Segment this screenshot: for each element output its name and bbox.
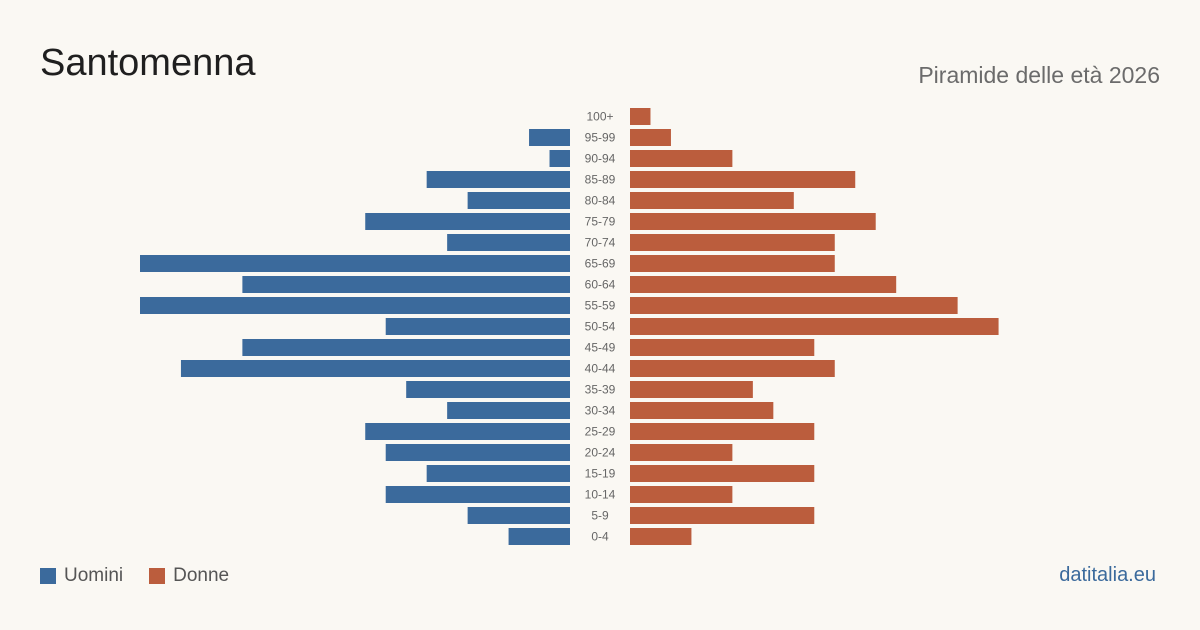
age-label-35-39: 35-39	[585, 383, 616, 397]
bar-men-60-64	[242, 276, 570, 293]
age-label-20-24: 20-24	[585, 446, 616, 460]
bar-women-90-94	[630, 150, 733, 167]
age-label-85-89: 85-89	[585, 173, 616, 187]
age-label-70-74: 70-74	[585, 236, 616, 250]
legend-label-men: Uomini	[64, 565, 124, 586]
legend-swatch-women	[149, 568, 166, 584]
bar-women-35-39	[630, 381, 753, 398]
age-label-100plus: 100+	[586, 110, 613, 124]
age-label-80-84: 80-84	[585, 194, 616, 208]
legend-item-women: Donne	[149, 565, 229, 587]
bar-women-20-24	[630, 444, 733, 461]
bar-men-25-29	[365, 423, 570, 440]
bar-women-10-14	[630, 486, 733, 503]
age-label-25-29: 25-29	[585, 425, 616, 439]
bar-men-30-34	[447, 402, 570, 419]
bar-men-5-9	[467, 507, 570, 524]
bar-men-50-54	[385, 318, 570, 335]
legend-item-men: Uomini	[40, 565, 123, 587]
age-label-90-94: 90-94	[585, 152, 616, 166]
bar-women-55-59	[630, 297, 958, 314]
age-label-40-44: 40-44	[585, 362, 616, 376]
bar-men-20-24	[385, 444, 570, 461]
bar-women-15-19	[630, 465, 815, 482]
page-title: Santomenna	[40, 42, 256, 84]
age-label-30-34: 30-34	[585, 404, 616, 418]
bar-women-65-69	[630, 255, 835, 272]
bar-women-75-79	[630, 213, 876, 230]
bar-women-30-34	[630, 402, 774, 419]
bar-men-80-84	[467, 192, 570, 209]
bar-men-90-94	[549, 150, 570, 167]
bar-women-25-29	[630, 423, 815, 440]
age-label-95-99: 95-99	[585, 131, 616, 145]
age-label-60-64: 60-64	[585, 278, 616, 292]
bar-women-70-74	[630, 234, 835, 251]
bar-men-85-89	[426, 171, 570, 188]
legend-swatch-men	[40, 568, 56, 584]
legend: Uomini Donne	[40, 565, 229, 587]
bar-men-70-74	[447, 234, 570, 251]
bar-women-95-99	[630, 129, 671, 146]
bar-women-45-49	[630, 339, 815, 356]
bar-men-10-14	[385, 486, 570, 503]
bar-women-50-54	[630, 318, 999, 335]
bar-women-5-9	[630, 507, 815, 524]
bar-women-80-84	[630, 192, 794, 209]
age-label-50-54: 50-54	[585, 320, 616, 334]
bar-women-60-64	[630, 276, 897, 293]
bar-men-0-4	[508, 528, 570, 545]
age-label-55-59: 55-59	[585, 299, 616, 313]
bar-women-85-89	[630, 171, 856, 188]
age-label-15-19: 15-19	[585, 467, 616, 481]
bar-women-0-4	[630, 528, 692, 545]
site-link[interactable]: datitalia.eu	[1059, 564, 1156, 586]
bar-men-45-49	[242, 339, 570, 356]
age-label-0-4: 0-4	[591, 530, 609, 544]
bar-men-40-44	[180, 360, 570, 377]
legend-label-women: Donne	[173, 565, 230, 586]
bar-women-100plus	[630, 108, 651, 125]
age-label-75-79: 75-79	[585, 215, 616, 229]
age-label-65-69: 65-69	[585, 257, 616, 271]
age-label-45-49: 45-49	[585, 341, 616, 355]
bar-men-35-39	[406, 381, 570, 398]
bar-men-15-19	[426, 465, 570, 482]
bar-women-40-44	[630, 360, 835, 377]
bar-men-55-59	[140, 297, 570, 314]
age-label-10-14: 10-14	[585, 488, 616, 502]
bar-men-65-69	[140, 255, 570, 272]
chart-subtitle: Piramide delle età 2026	[918, 62, 1160, 88]
age-label-5-9: 5-9	[591, 509, 609, 523]
bar-men-95-99	[529, 129, 570, 146]
bar-men-75-79	[365, 213, 570, 230]
